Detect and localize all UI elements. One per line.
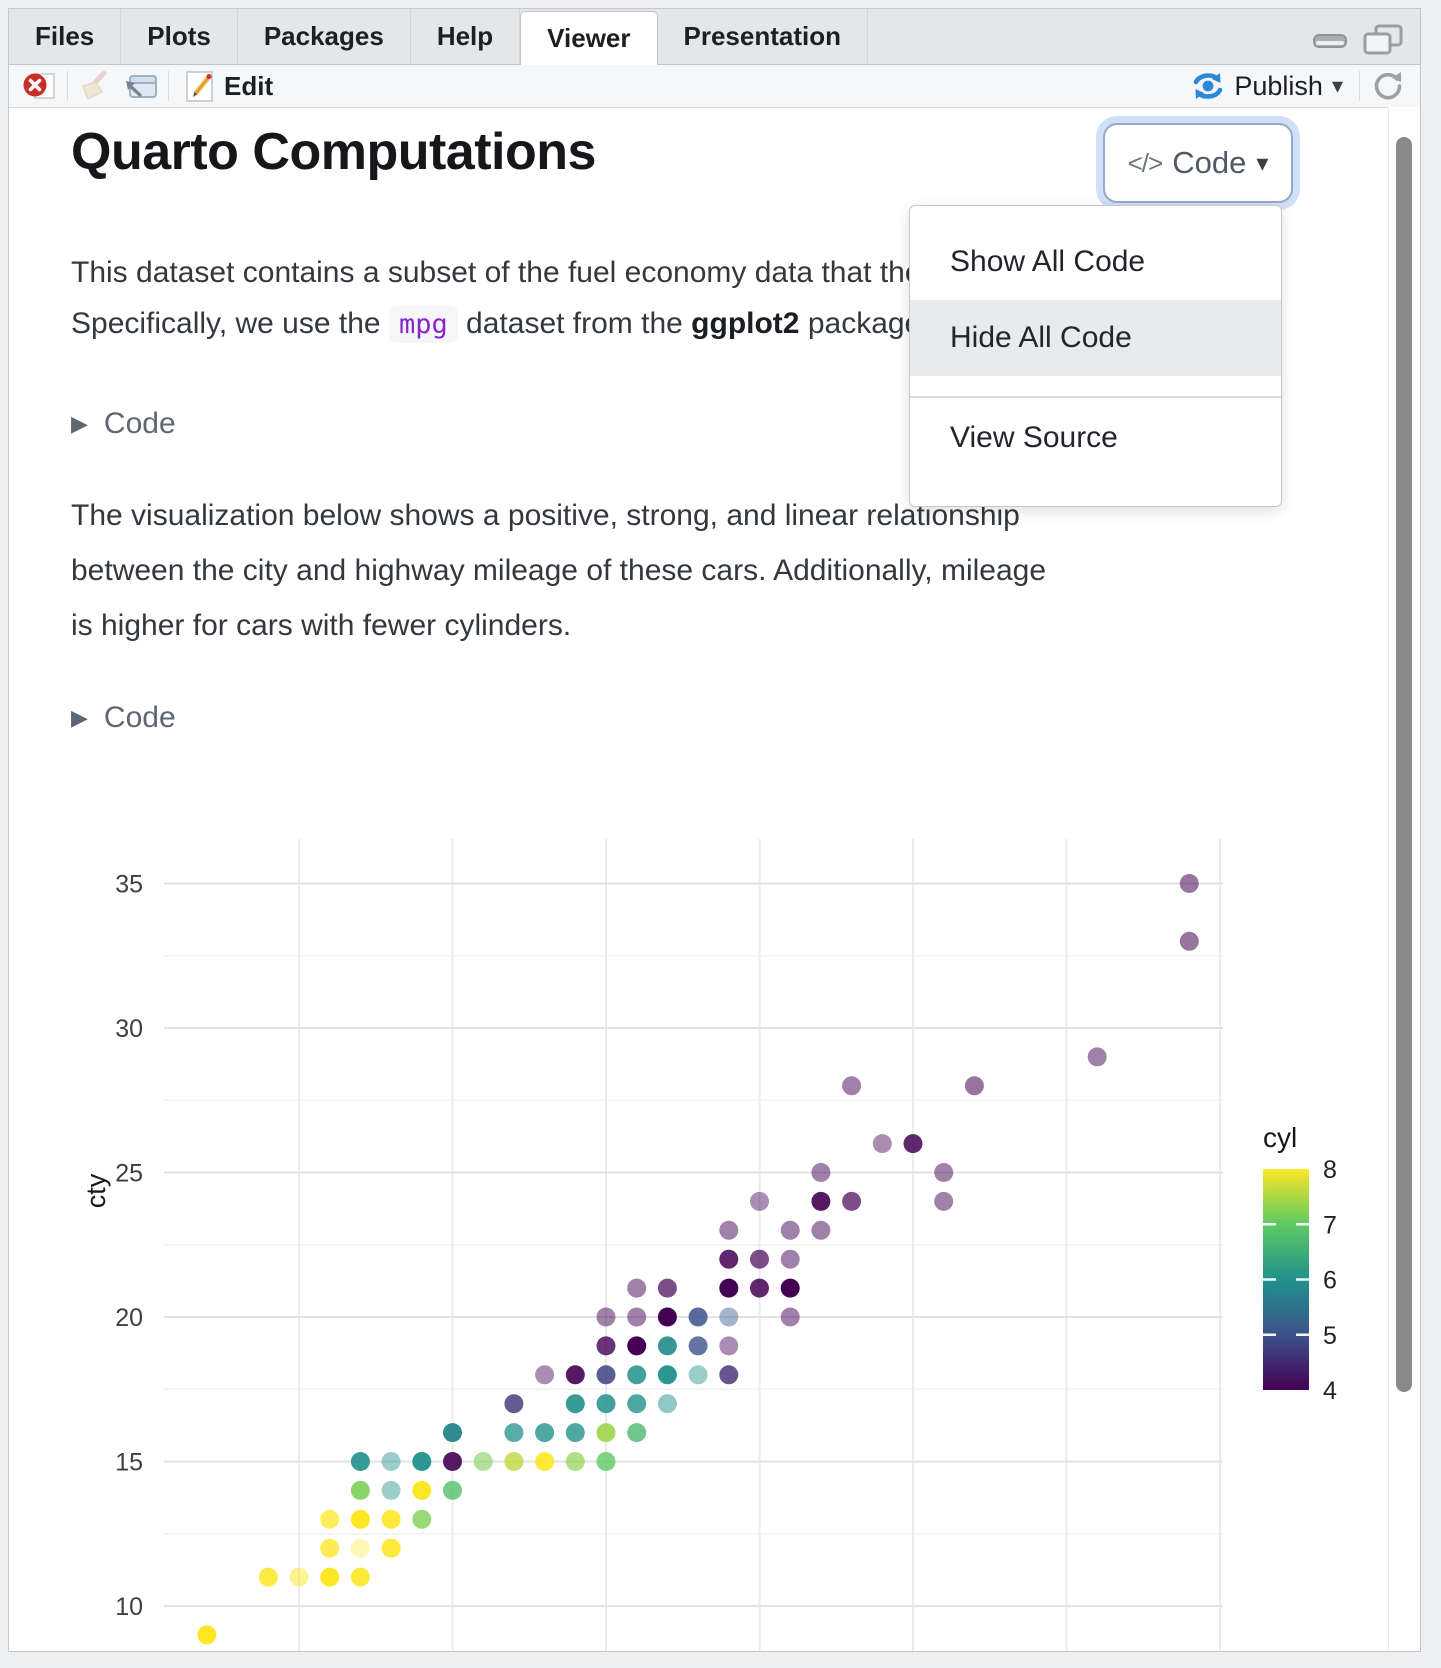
chart-y-axis-labels: 35 30 25 20 15 10 [115,871,143,1622]
code-button-label: Code [1172,145,1247,180]
scatter-plot: 35 30 25 20 15 10 cty cyl 8 7 6 5 4 [81,839,1337,1651]
tab-help[interactable]: Help [411,9,521,64]
publish-label: Publish [1234,70,1323,101]
triangle-right-icon: ▶ [71,411,88,436]
toolbar-separator [67,71,68,101]
code-fold-label: Code [103,701,176,734]
rstudio-viewer-pane: Files Plots Packages Help Viewer Present… [8,8,1421,1652]
svg-text:10: 10 [115,1593,143,1621]
svg-text:25: 25 [115,1160,143,1188]
menu-separator [910,376,1281,398]
menu-item-view-source[interactable]: View Source [950,421,1118,454]
toolbar-separator [168,71,169,101]
caret-down-icon: ▾ [1256,149,1269,177]
viewer-toolbar: Edit Publish ▾ [9,65,1420,108]
bold-ggplot2: ggplot2 [691,307,800,340]
svg-text:20: 20 [115,1304,143,1332]
stop-close-icon[interactable] [23,71,57,101]
chart-legend: cyl 8 7 6 5 4 [1263,1122,1337,1405]
paragraph-text: Specifically, we use the [71,307,389,340]
publish-button[interactable]: Publish ▾ [1185,68,1349,105]
publish-icon [1194,73,1223,99]
svg-text:15: 15 [115,1449,143,1477]
chart-points [197,874,1199,1645]
svg-text:5: 5 [1323,1322,1337,1350]
tab-packages[interactable]: Packages [238,9,411,64]
window-controls [1312,23,1404,57]
svg-text:cty: cty [81,1173,111,1208]
triangle-right-icon: ▶ [71,705,88,730]
tab-bar: Files Plots Packages Help Viewer Present… [9,9,1420,65]
minimize-icon[interactable] [1312,26,1348,54]
vertical-scrollbar [1388,107,1420,1651]
chart-gridlines [164,839,1223,1651]
svg-text:7: 7 [1323,1211,1337,1239]
clear-broom-icon[interactable] [78,70,112,102]
svg-text:8: 8 [1323,1156,1337,1184]
paragraph-2-line-2: between the city and highway mileage of … [71,554,1047,587]
menu-item-hide-all-code[interactable]: Hide All Code [910,300,1281,376]
page-title: Quarto Computations [71,123,596,181]
tab-viewer[interactable]: Viewer [520,11,658,65]
tab-presentation[interactable]: Presentation [658,9,869,64]
refresh-icon[interactable] [1370,69,1406,103]
open-in-new-window-icon[interactable] [122,70,158,102]
edit-button[interactable]: Edit [179,66,279,106]
svg-text:35: 35 [115,871,143,899]
svg-text:4: 4 [1323,1377,1337,1405]
chart-y-axis-title: cty [81,1173,111,1208]
code-dropdown-button[interactable]: </> Code ▾ [1103,123,1293,203]
tab-files[interactable]: Files [9,9,122,64]
toolbar-separator [1359,71,1360,101]
publish-caret-icon: ▾ [1331,73,1343,98]
edit-pencil-icon [186,71,213,102]
paragraph-2-line-3: is higher for cars with fewer cylinders. [71,609,572,642]
svg-text:30: 30 [115,1015,143,1043]
code-fold-toggle-1[interactable]: ▶ Code [71,407,176,441]
scrollbar-thumb[interactable] [1396,137,1412,1392]
paragraph-2-line-1: The visualization below shows a positive… [71,499,1020,532]
maximize-icon[interactable] [1362,23,1404,57]
code-fold-toggle-2[interactable]: ▶ Code [71,701,176,735]
code-fold-label: Code [103,407,176,440]
paragraph-text: dataset from the [457,307,692,340]
inline-code-mpg: mpg [388,306,458,343]
svg-text:6: 6 [1323,1267,1337,1295]
code-dropdown-menu: Show All Code Hide All Code View Source [909,205,1282,507]
svg-text:cyl: cyl [1263,1122,1297,1153]
edit-label: Edit [224,70,274,101]
code-icon: </> [1127,147,1164,178]
tab-plots[interactable]: Plots [121,9,238,64]
menu-item-show-all-code[interactable]: Show All Code [950,245,1146,278]
paragraph-1-line-2: Specifically, we use the mpg dataset fro… [71,306,930,343]
